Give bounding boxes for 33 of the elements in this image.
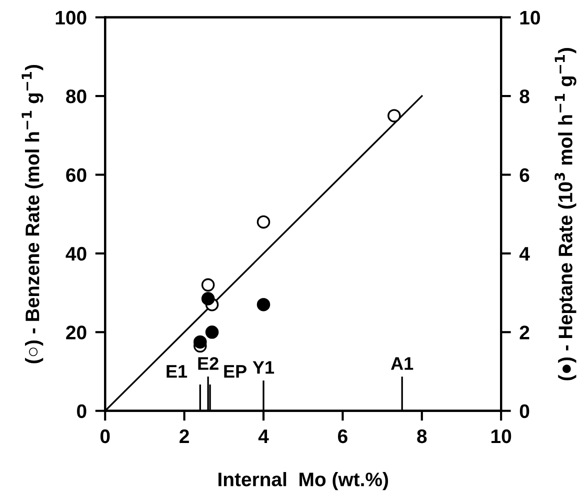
y2-axis-title: (●) - Heptane Rate (10$^{3}$ mol h$^{−1}$ g$^{−1}$) bbox=[554, 48, 576, 380]
y-axis-title: (○) - Benzene Rate (mol h$^{−1}$ g$^{−1}$) bbox=[22, 65, 44, 364]
y-tick-label: 0 bbox=[77, 404, 86, 418]
x-tick-label: 2 bbox=[180, 429, 189, 443]
y-tick-label: 80 bbox=[66, 90, 86, 104]
point bbox=[201, 278, 215, 292]
point bbox=[388, 109, 401, 122]
y2-tick-label: 2 bbox=[520, 326, 530, 340]
x-axis-title: Internal Mo (wt.%) bbox=[218, 472, 388, 490]
point bbox=[201, 292, 215, 306]
y-tick-label: 100 bbox=[56, 10, 86, 25]
y2-tick-label: 0 bbox=[520, 404, 530, 418]
x-tick-label: 4 bbox=[258, 430, 269, 443]
ref-line-label: E1 bbox=[166, 365, 188, 378]
x-tick-label: 0 bbox=[100, 429, 110, 444]
point bbox=[205, 326, 219, 339]
x-tick-label: 10 bbox=[491, 429, 512, 444]
y-tick-label: 60 bbox=[66, 168, 86, 182]
ref-line-label: E2 bbox=[198, 357, 218, 370]
y2-tick-label: 8 bbox=[520, 90, 530, 104]
y-tick-label: 20 bbox=[66, 326, 86, 340]
y2-tick-label: 6 bbox=[520, 168, 530, 182]
y2-tick-label: 4 bbox=[519, 247, 530, 260]
ref-line-label: Y1 bbox=[252, 361, 274, 374]
ref-line-label: A1 bbox=[390, 357, 414, 370]
point bbox=[194, 335, 207, 349]
x-tick-label: 6 bbox=[338, 429, 348, 444]
x-tick-label: 8 bbox=[417, 429, 427, 444]
ref-line-label: EP bbox=[224, 365, 246, 378]
point bbox=[256, 215, 270, 229]
y2-tick-label: 10 bbox=[520, 10, 540, 25]
y-tick-label: 40 bbox=[66, 246, 86, 261]
point bbox=[256, 298, 270, 312]
